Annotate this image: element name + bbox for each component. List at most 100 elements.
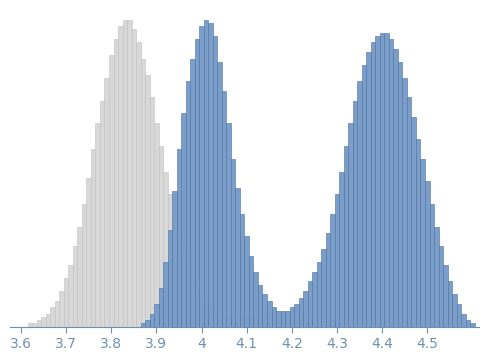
- Bar: [276, 311, 281, 327]
- Bar: [195, 291, 199, 327]
- Bar: [136, 42, 140, 327]
- Bar: [227, 317, 231, 327]
- Bar: [289, 314, 294, 327]
- Bar: [244, 317, 249, 327]
- Bar: [227, 123, 231, 327]
- Bar: [303, 317, 308, 327]
- Bar: [145, 75, 150, 327]
- Bar: [167, 194, 172, 327]
- Bar: [235, 317, 240, 327]
- Bar: [140, 323, 145, 327]
- Bar: [317, 262, 321, 327]
- Bar: [294, 304, 299, 327]
- Bar: [181, 114, 186, 327]
- Bar: [330, 323, 335, 327]
- Bar: [398, 62, 402, 327]
- Bar: [312, 320, 317, 327]
- Bar: [177, 149, 181, 327]
- Bar: [217, 317, 222, 327]
- Bar: [281, 314, 285, 327]
- Bar: [272, 307, 276, 327]
- Bar: [281, 311, 285, 327]
- Bar: [443, 265, 448, 327]
- Bar: [186, 81, 190, 327]
- Bar: [285, 311, 289, 327]
- Bar: [258, 317, 262, 327]
- Bar: [244, 236, 249, 327]
- Bar: [249, 317, 254, 327]
- Bar: [466, 320, 470, 327]
- Bar: [439, 246, 443, 327]
- Bar: [249, 256, 254, 327]
- Bar: [213, 36, 217, 327]
- Bar: [37, 320, 41, 327]
- Bar: [195, 39, 199, 327]
- Bar: [73, 246, 77, 327]
- Bar: [55, 301, 60, 327]
- Bar: [132, 29, 136, 327]
- Bar: [258, 285, 262, 327]
- Bar: [362, 65, 366, 327]
- Bar: [254, 317, 258, 327]
- Bar: [82, 204, 87, 327]
- Bar: [32, 323, 37, 327]
- Bar: [204, 20, 208, 327]
- Bar: [105, 78, 109, 327]
- Bar: [456, 304, 461, 327]
- Bar: [235, 188, 240, 327]
- Bar: [357, 81, 362, 327]
- Bar: [199, 26, 204, 327]
- Bar: [91, 149, 95, 327]
- Bar: [380, 33, 384, 327]
- Bar: [213, 314, 217, 327]
- Bar: [407, 97, 411, 327]
- Bar: [204, 307, 208, 327]
- Bar: [402, 78, 407, 327]
- Bar: [186, 269, 190, 327]
- Bar: [190, 281, 195, 327]
- Bar: [64, 278, 68, 327]
- Bar: [208, 23, 213, 327]
- Bar: [127, 20, 132, 327]
- Bar: [299, 298, 303, 327]
- Bar: [321, 249, 326, 327]
- Bar: [389, 39, 393, 327]
- Bar: [154, 304, 159, 327]
- Bar: [60, 291, 64, 327]
- Bar: [272, 314, 276, 327]
- Bar: [231, 317, 235, 327]
- Bar: [326, 233, 330, 327]
- Bar: [416, 139, 421, 327]
- Bar: [109, 55, 114, 327]
- Bar: [95, 123, 100, 327]
- Bar: [50, 307, 55, 327]
- Bar: [366, 52, 371, 327]
- Bar: [172, 191, 177, 327]
- Bar: [421, 159, 425, 327]
- Bar: [285, 314, 289, 327]
- Bar: [267, 301, 272, 327]
- Bar: [470, 323, 475, 327]
- Bar: [452, 294, 456, 327]
- Bar: [68, 265, 73, 327]
- Bar: [411, 117, 416, 327]
- Bar: [154, 123, 159, 327]
- Bar: [41, 317, 46, 327]
- Bar: [240, 213, 244, 327]
- Bar: [289, 307, 294, 327]
- Bar: [434, 227, 439, 327]
- Bar: [344, 146, 348, 327]
- Bar: [159, 288, 163, 327]
- Bar: [276, 314, 281, 327]
- Bar: [461, 314, 466, 327]
- Bar: [393, 49, 398, 327]
- Bar: [140, 58, 145, 327]
- Bar: [375, 36, 380, 327]
- Bar: [199, 301, 204, 327]
- Bar: [159, 146, 163, 327]
- Bar: [348, 123, 353, 327]
- Bar: [222, 317, 227, 327]
- Bar: [371, 42, 375, 327]
- Bar: [145, 320, 150, 327]
- Bar: [335, 323, 339, 327]
